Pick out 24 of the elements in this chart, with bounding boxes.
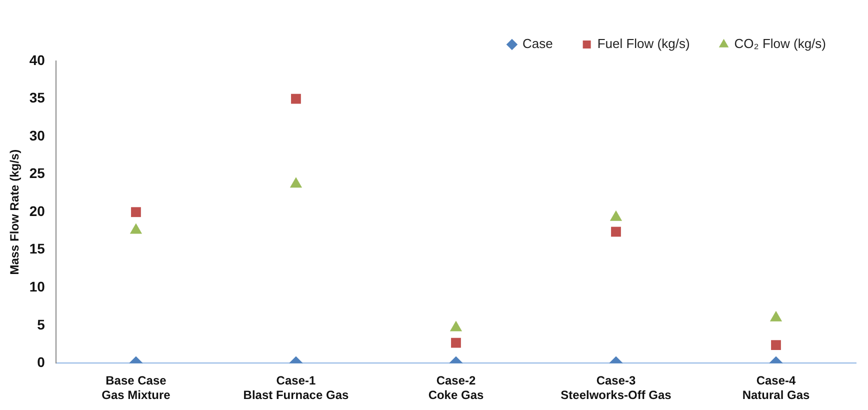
y-tick-label: 40	[29, 52, 46, 68]
point	[770, 310, 782, 322]
y-tick-label: 0	[37, 354, 46, 370]
y-axis-title: Mass Flow Rate (kg/s)	[8, 149, 22, 275]
x-tick-label: Case-4 Natural Gas	[742, 374, 810, 402]
y-tick-label: 5	[37, 316, 46, 332]
y-tick-label: 10	[29, 278, 46, 295]
y-tick-label: 20	[29, 202, 46, 219]
y-tick-label: 30	[29, 127, 46, 144]
point	[610, 210, 622, 221]
point	[290, 177, 302, 188]
y-tick-label: 15	[29, 240, 46, 257]
x-tick-label: Case-3 Steelworks-Off Gas	[560, 374, 672, 402]
y-tick-label: 25	[29, 165, 46, 182]
point	[130, 223, 142, 234]
legend-label: Case	[522, 36, 553, 52]
legend-label: Fuel Flow (kg/s)	[597, 36, 690, 52]
point	[291, 94, 301, 104]
x-tick-label: Case-1 Blast Furnace Gas	[243, 374, 349, 402]
legend-label: CO₂ Flow (kg/s)	[734, 36, 826, 52]
x-tick-label: Case-2 Coke Gas	[428, 374, 484, 402]
point	[450, 320, 462, 332]
x-tick-label: Base Case Gas Mixture	[102, 374, 171, 402]
y-tick-label: 35	[29, 90, 46, 106]
